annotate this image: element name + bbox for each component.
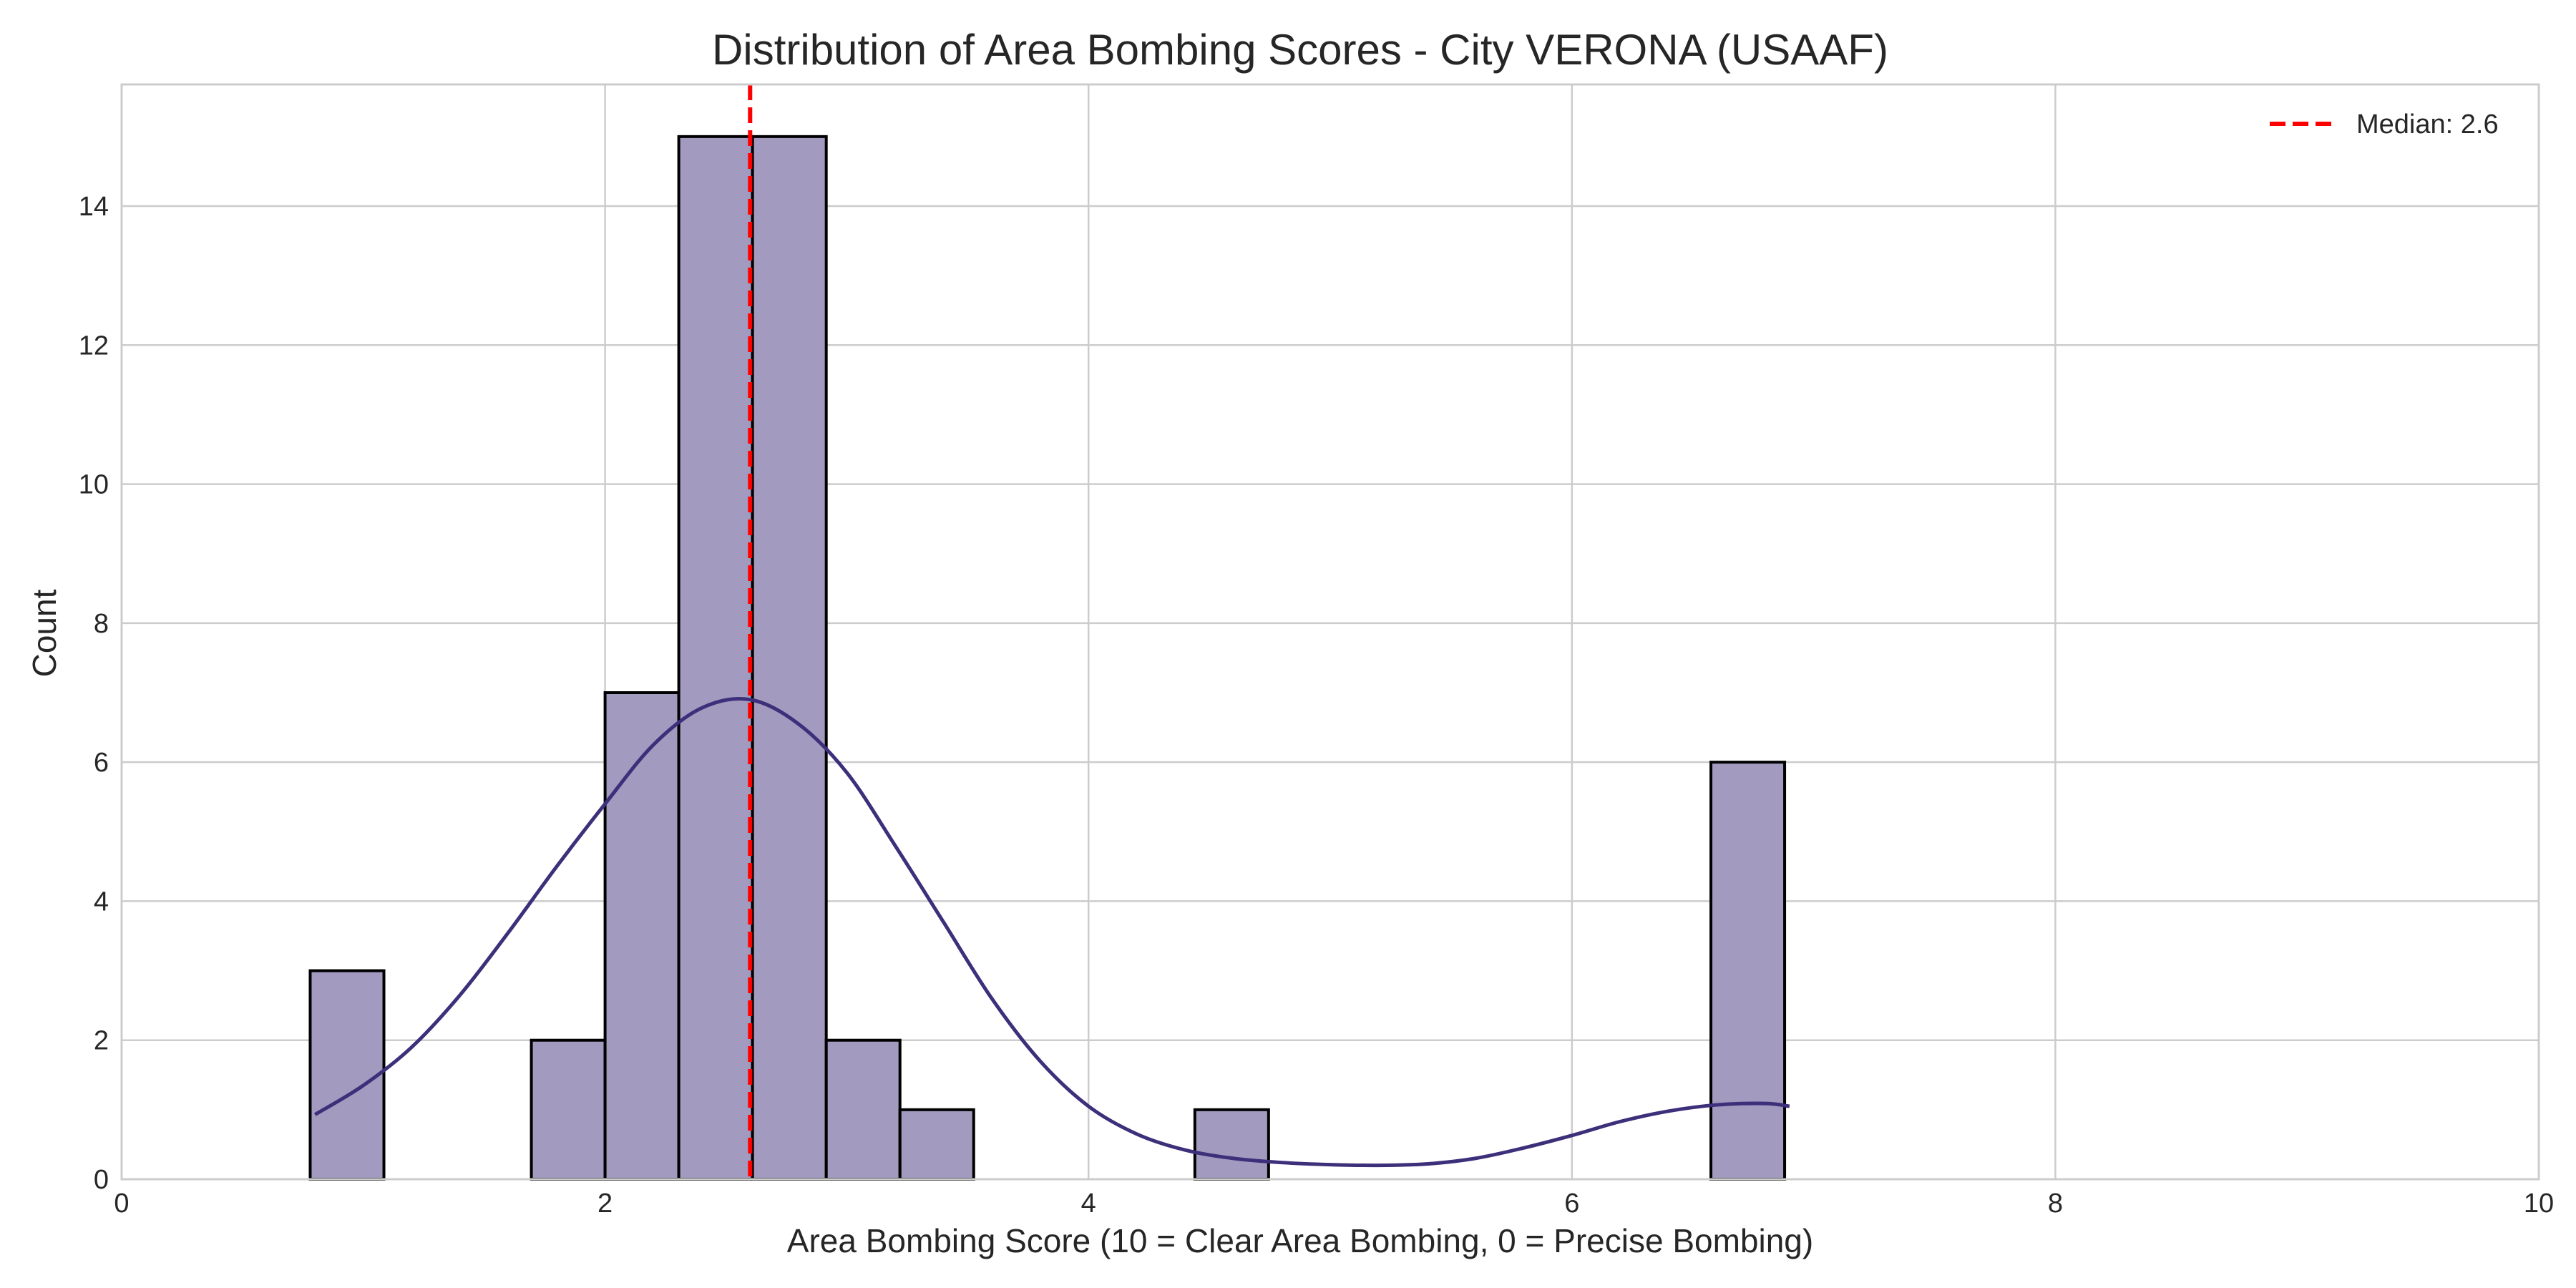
y-tick-label: 8 — [94, 609, 109, 639]
x-tick-label: 10 — [2524, 1189, 2554, 1219]
y-tick-label: 6 — [94, 748, 109, 778]
x-tick-label: 0 — [114, 1189, 129, 1219]
histogram-bar — [308, 969, 386, 1181]
x-tick-label: 2 — [597, 1189, 613, 1219]
histogram-bar — [1709, 761, 1787, 1181]
histogram-bar — [1193, 1108, 1270, 1181]
y-tick-labels: 0 2 4 6 8 10 12 14 — [79, 192, 109, 1195]
y-tick-label: 4 — [94, 887, 109, 917]
histogram-bars — [308, 135, 1787, 1181]
kde-line — [313, 696, 1790, 1168]
y-tick-label: 0 — [94, 1165, 109, 1195]
histogram-bar — [824, 1038, 902, 1181]
histogram-bar — [603, 691, 680, 1181]
x-tick-label: 8 — [2048, 1189, 2063, 1219]
kde-curve — [313, 696, 1790, 1168]
y-tick-label: 12 — [79, 331, 109, 361]
x-tick-label: 4 — [1081, 1189, 1096, 1219]
legend-median-label: Median: 2.6 — [2356, 109, 2499, 140]
histogram-bar — [530, 1038, 607, 1181]
y-tick-label: 14 — [79, 192, 109, 222]
chart-title: Distribution of Area Bombing Scores - Ci… — [712, 26, 1888, 74]
x-axis-label: Area Bombing Score (10 = Clear Area Bomb… — [787, 1222, 1813, 1259]
histogram-bar — [898, 1108, 975, 1181]
y-tick-label: 2 — [94, 1026, 109, 1056]
histogram-bar — [751, 135, 828, 1181]
y-tick-label: 10 — [79, 470, 109, 500]
y-axis-label: Count — [26, 589, 63, 677]
plot-frame — [120, 83, 2540, 1181]
x-tick-label: 6 — [1564, 1189, 1579, 1219]
legend: Median: 2.6 — [2270, 109, 2499, 140]
x-tick-labels: 0 2 4 6 8 10 — [114, 1189, 2554, 1219]
histogram-bar — [677, 135, 754, 1181]
grid-lines — [120, 84, 2540, 1181]
